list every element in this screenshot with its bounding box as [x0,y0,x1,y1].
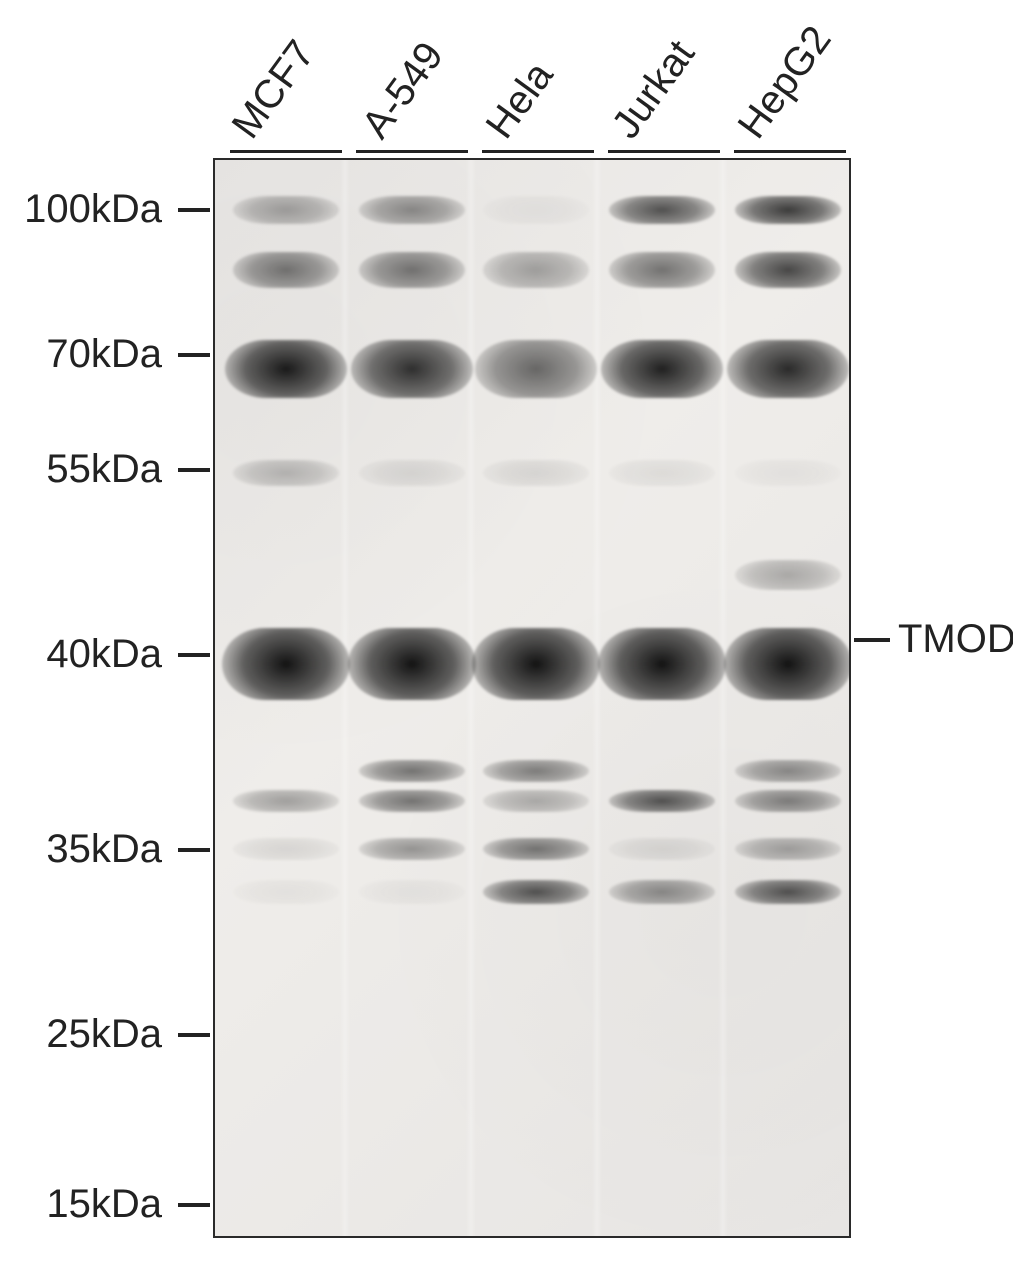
blot-band [233,790,339,812]
lane-label: A-549 [354,34,453,147]
blot-band [609,252,715,288]
mw-marker-tick [178,848,210,852]
target-protein-label: TMOD3 [898,617,1013,662]
mw-marker-tick [178,1203,210,1207]
blot-band [475,340,598,398]
mw-marker-label: 25kDa [46,1012,162,1057]
mw-marker-tick [178,653,210,657]
lane-underline [734,150,846,153]
blot-band [735,838,841,860]
blot-band [483,460,589,486]
blot-band [609,460,715,486]
blot-band [483,252,589,288]
blot-band [483,790,589,812]
blot-band [609,880,715,904]
blot-band [359,460,465,486]
western-blot-figure: MCF7 A-549 Hela Jurkat HepG2 100kDa 70kDa 55kD… [0,0,1013,1280]
lane-label: Jurkat [604,32,704,147]
lane-label: HepG2 [730,18,841,147]
blot-band [735,760,841,782]
blot-band [727,340,850,398]
blot-band [609,196,715,224]
blot-band [609,838,715,860]
blot-band [359,790,465,812]
lane-underline [608,150,720,153]
blot-band [483,838,589,860]
blot-band [348,628,475,700]
lane-underline [482,150,594,153]
mw-marker-label: 15kDa [46,1182,162,1227]
blot-band [601,340,724,398]
mw-marker-tick [178,353,210,357]
blot-band [735,560,841,590]
mw-marker-label: 70kDa [46,332,162,377]
blot-band [483,880,589,904]
blot-band [351,340,474,398]
blot-band [233,196,339,224]
blot-band [359,838,465,860]
blot-band [483,760,589,782]
blot-band [735,196,841,224]
blot-band [225,340,348,398]
mw-marker-label: 40kDa [46,632,162,677]
blot-band [359,760,465,782]
lane-separator [592,160,602,1236]
lane-underline [356,150,468,153]
blot-band [609,790,715,812]
blot-band [724,628,851,700]
blot-band [483,196,589,224]
blot-band [735,880,841,904]
mw-marker-label: 100kDa [24,187,162,232]
mw-marker-tick [178,208,210,212]
blot-band [359,196,465,224]
blot-band [233,838,339,860]
blot-band [233,460,339,486]
mw-marker-tick [178,1033,210,1037]
blot-band [359,252,465,288]
lane-underline [230,150,342,153]
blot-band [735,252,841,288]
lane-separator [340,160,350,1236]
blot-band [735,790,841,812]
mw-marker-label: 35kDa [46,827,162,872]
blot-band [735,460,841,486]
target-tick [854,638,890,642]
mw-marker-label: 55kDa [46,447,162,492]
blot-band [222,628,349,700]
mw-marker-tick [178,468,210,472]
blot-band [359,880,465,904]
blot-membrane [213,158,851,1238]
lane-separator [718,160,728,1236]
blot-band [472,628,599,700]
lane-label: MCF7 [224,32,324,147]
blot-band [233,880,339,904]
blot-band [598,628,725,700]
blot-band [233,252,339,288]
lane-label: Hela [478,54,563,147]
lane-separator [466,160,476,1236]
